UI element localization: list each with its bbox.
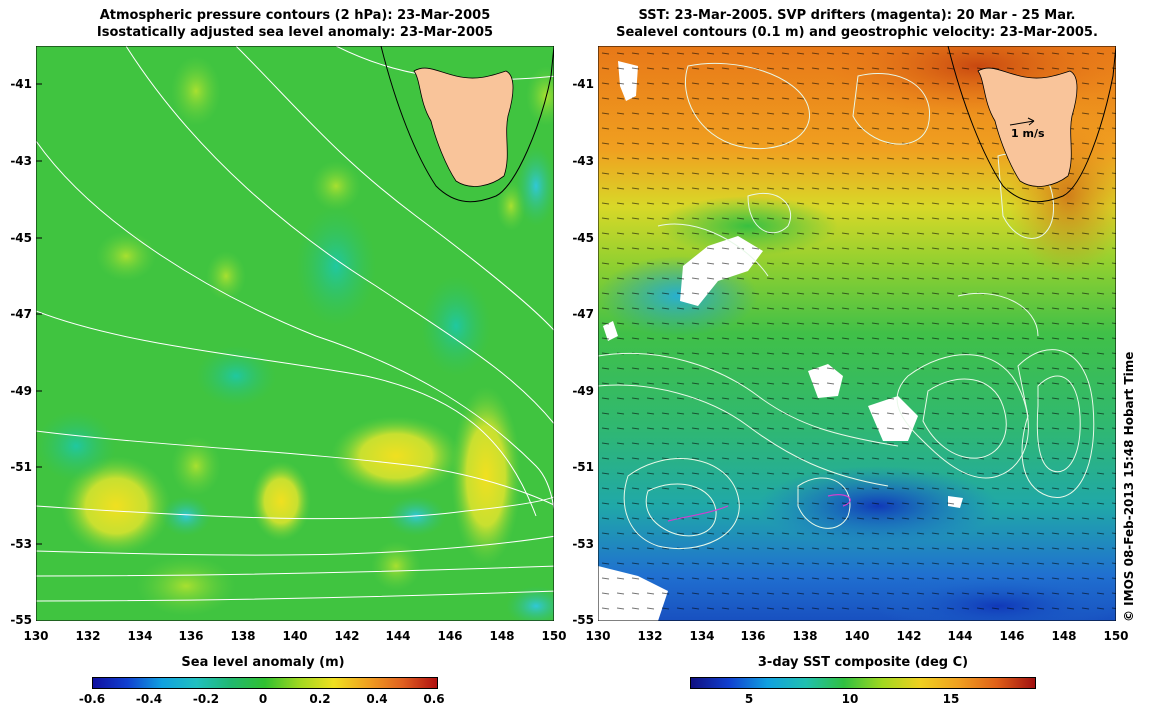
lat-label: -55: [10, 613, 32, 627]
lon-label: 136: [740, 629, 766, 643]
pressure-contours: [36, 46, 554, 602]
sealevel-contours: [598, 62, 1095, 550]
velocity-scale: 1 m/s: [1009, 117, 1045, 140]
sla-map: [36, 46, 554, 621]
lon-label: 134: [689, 629, 715, 643]
lat-label: -47: [10, 307, 32, 321]
colorbar-tick: 0.2: [309, 692, 331, 706]
lon-label: 130: [23, 629, 49, 643]
tasmania-landmass-sst: [947, 46, 1116, 203]
lat-label: -43: [572, 154, 594, 168]
lon-label: 140: [282, 629, 308, 643]
lon-label: 148: [1051, 629, 1077, 643]
colorbar-tick: -0.6: [78, 692, 106, 706]
lon-label: 144: [385, 629, 411, 643]
left-title-line2: Isostatically adjusted sea level anomaly…: [96, 25, 494, 40]
tasmania-landmass: [380, 46, 554, 203]
colorbar-tick: -0.2: [192, 692, 220, 706]
sst-map: 1 m/s: [598, 46, 1116, 621]
lat-label: -51: [10, 460, 32, 474]
lon-label: 132: [75, 629, 101, 643]
sst-colorbar: [690, 677, 1036, 689]
lon-label: 142: [334, 629, 360, 643]
lon-label: 146: [437, 629, 463, 643]
lat-label: -47: [572, 307, 594, 321]
left-title-line1: Atmospheric pressure contours (2 hPa): 2…: [99, 8, 491, 23]
lon-label: 136: [178, 629, 204, 643]
sla-colorbar-label: Sea level anomaly (m): [181, 655, 345, 670]
colorbar-tick: 0.6: [423, 692, 445, 706]
lon-label: 142: [896, 629, 922, 643]
lat-label: -51: [572, 460, 594, 474]
lon-label: 134: [127, 629, 153, 643]
lon-label: 144: [947, 629, 973, 643]
colorbar-tick: 0.4: [366, 692, 388, 706]
lon-label: 146: [999, 629, 1025, 643]
lat-label: -43: [10, 154, 32, 168]
right-title: SST: 23-Mar-2005. SVP drifters (magenta)…: [598, 7, 1116, 41]
lat-label: -53: [572, 537, 594, 551]
lat-label: -41: [572, 77, 594, 91]
lat-label: -41: [10, 77, 32, 91]
colorbar-tick: -0.4: [135, 692, 163, 706]
lat-label: -53: [10, 537, 32, 551]
sla-blobs: [36, 56, 554, 621]
left-title: Atmospheric pressure contours (2 hPa): 2…: [36, 7, 554, 41]
colorbar-tick: 5: [744, 692, 754, 706]
colorbar-tick: 10: [841, 692, 859, 706]
lon-label: 138: [792, 629, 818, 643]
velocity-scale-label: 1 m/s: [1011, 127, 1045, 140]
sla-axis-ticks: [36, 83, 42, 545]
lon-label: 138: [230, 629, 256, 643]
sla-colorbar: [92, 677, 438, 689]
right-title-line2: Sealevel contours (0.1 m) and geostrophi…: [616, 25, 1098, 40]
lon-label: 132: [637, 629, 663, 643]
lat-label: -55: [572, 613, 594, 627]
lat-label: -45: [10, 231, 32, 245]
lon-label: 130: [585, 629, 611, 643]
imos-credit: © IMOS 08-Feb-2013 15:48 Hobart Time: [1122, 351, 1136, 622]
lat-label: -49: [572, 384, 594, 398]
svp-drifter-tracks: [667, 494, 851, 522]
colorbar-tick: 15: [942, 692, 960, 706]
colorbar-tick: 0: [258, 692, 268, 706]
lon-label: 148: [489, 629, 515, 643]
lon-label: 140: [844, 629, 870, 643]
sst-colorbar-label: 3-day SST composite (deg C): [757, 655, 969, 670]
lon-label: 150: [541, 629, 567, 643]
lat-label: -49: [10, 384, 32, 398]
lon-label: 150: [1103, 629, 1129, 643]
right-title-line1: SST: 23-Mar-2005. SVP drifters (magenta)…: [638, 8, 1076, 23]
lat-label: -45: [572, 231, 594, 245]
